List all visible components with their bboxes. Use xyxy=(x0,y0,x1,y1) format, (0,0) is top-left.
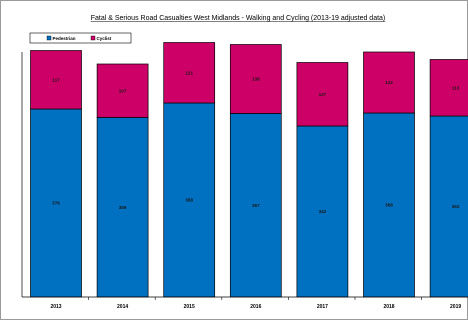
bar-pedestrian-2014 xyxy=(96,117,149,298)
bar-cyclist-2017 xyxy=(296,62,349,127)
data-label-pedestrian-2017: 342 xyxy=(319,209,327,214)
chart-title: Fatal & Serious Road Casualties West Mid… xyxy=(91,15,386,22)
data-label-pedestrian-2013: 376 xyxy=(52,201,60,206)
bar-cyclist-2014 xyxy=(96,63,149,118)
x-tick-label-2015: 2015 xyxy=(184,304,195,310)
data-label-cyclist-2019: 113 xyxy=(452,85,460,90)
bar-pedestrian-2018 xyxy=(363,112,415,298)
data-labels-layer: 376 117 359 107 388 121 367 138 342 127 368 122 362 1… xyxy=(52,70,460,214)
x-tick-label-2018: 2018 xyxy=(383,304,394,310)
data-label-cyclist-2017: 127 xyxy=(319,92,327,97)
bar-pedestrian-2016 xyxy=(229,113,282,298)
data-label-pedestrian-2019: 362 xyxy=(452,204,460,209)
x-tick-label-2017: 2017 xyxy=(317,304,328,310)
bar-pedestrian-2013 xyxy=(30,108,82,298)
data-label-pedestrian-2015: 388 xyxy=(185,198,193,203)
bar-pedestrian-2015 xyxy=(163,102,216,298)
bar-cyclist-2018 xyxy=(363,51,415,114)
data-label-cyclist-2018: 122 xyxy=(385,80,393,85)
x-tick-label-2013: 2013 xyxy=(50,304,61,310)
legend: Pedestrian Cyclist xyxy=(29,32,132,44)
x-axis-ticks: 2013 2014 2015 2016 2017 2018 2019 xyxy=(50,297,461,310)
bar-cyclist-2015 xyxy=(163,42,216,104)
legend-label-cyclist: Cyclist xyxy=(97,36,112,41)
x-tick-label-2016: 2016 xyxy=(250,304,261,310)
bar-cyclist-2019 xyxy=(429,59,468,117)
bar-pedestrian-2019 xyxy=(429,115,468,298)
bars-layer xyxy=(30,42,468,298)
bar-cyclist-2016 xyxy=(229,44,282,114)
data-label-cyclist-2013: 117 xyxy=(52,77,60,82)
data-label-pedestrian-2018: 368 xyxy=(385,203,393,208)
legend-label-pedestrian: Pedestrian xyxy=(53,36,76,41)
data-label-cyclist-2014: 107 xyxy=(119,88,127,93)
data-label-pedestrian-2016: 367 xyxy=(252,203,260,208)
data-label-cyclist-2016: 138 xyxy=(252,77,260,82)
x-tick-label-2019: 2019 xyxy=(450,304,461,310)
legend-swatch-pedestrian xyxy=(46,35,52,41)
legend-swatch-cyclist xyxy=(90,35,96,41)
bar-pedestrian-2017 xyxy=(296,125,349,298)
data-label-cyclist-2015: 121 xyxy=(185,70,193,75)
data-label-pedestrian-2014: 359 xyxy=(119,205,127,210)
x-tick-label-2014: 2014 xyxy=(117,304,128,310)
legend-box xyxy=(29,32,132,44)
bar-cyclist-2013 xyxy=(30,50,82,110)
